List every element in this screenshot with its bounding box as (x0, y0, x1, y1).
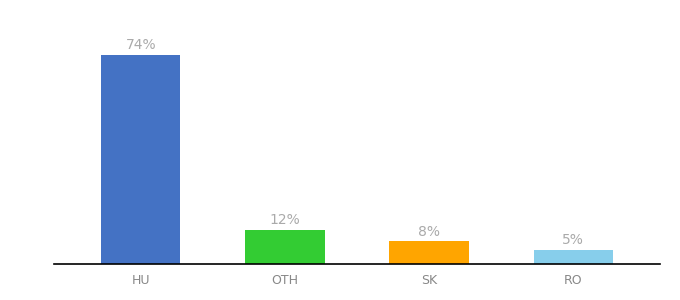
Bar (101, 55, 180, 264)
Text: 12%: 12% (269, 213, 301, 227)
Bar (245, 230, 324, 264)
Text: 74%: 74% (126, 38, 156, 52)
Text: 8%: 8% (418, 225, 440, 238)
Text: 5%: 5% (562, 233, 584, 247)
Bar (390, 242, 469, 264)
Bar (534, 250, 613, 264)
